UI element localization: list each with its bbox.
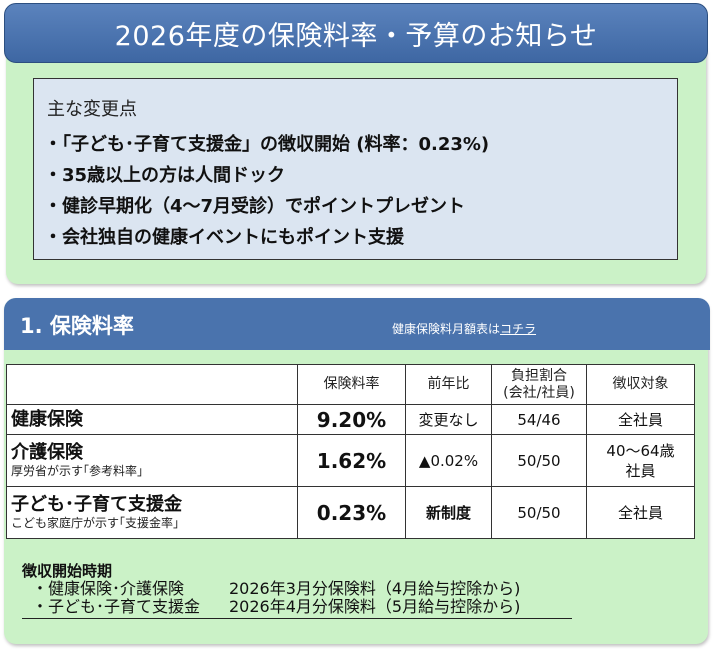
table-row: 子ども･子育て支援金 こども家庭庁が示す｢支援金率｣ 0.23% 新制度 50/…: [6, 486, 695, 539]
header-rate: 保険料率: [297, 364, 406, 405]
table-row: 健康保険 9.20% 変更なし 54/46 全社員: [6, 404, 695, 435]
target-cell: 全社員: [586, 404, 695, 435]
rate-value: 0.23%: [316, 500, 387, 525]
row-name: 健康保険: [11, 408, 83, 430]
target-cell: 40～64歳 社員: [586, 434, 695, 487]
rate-cell: 9.20%: [297, 404, 406, 435]
share-cell: 50/50: [491, 434, 587, 487]
monthly-table-link-text: 健康保険料月額表はコチラ: [392, 320, 536, 337]
header-share-label: 負担割合: [511, 367, 567, 384]
target-value: 全社員: [617, 503, 663, 522]
share-value: 54/46: [517, 410, 561, 429]
rates-section-header: 1. 保険料率 健康保険料月額表はコチラ: [4, 298, 710, 350]
rate-value: 9.20%: [316, 407, 387, 432]
rate-cell: 0.23%: [297, 486, 406, 539]
schedule-value: 2026年3月分保険料（4月給与控除から): [229, 579, 521, 598]
list-item: ・健診早期化（4～7月受診）でポイントプレゼント: [44, 196, 466, 217]
schedule-label: ・健康保険･介護保険: [32, 579, 185, 598]
prev-cell: 新制度: [405, 486, 492, 539]
page-title: 2026年度の保険料率・予算のお知らせ: [4, 3, 708, 63]
prev-cell: 変更なし: [405, 404, 492, 435]
section-title: 1. 保険料率: [20, 314, 134, 338]
target-value: 全社員: [617, 410, 663, 429]
monthly-table-link[interactable]: コチラ: [500, 322, 537, 336]
list-item: ・会社独自の健康イベントにもポイント支援: [44, 227, 404, 248]
share-value: 50/50: [517, 451, 561, 470]
link-prefix: 健康保険料月額表は: [392, 322, 501, 336]
prev-cell: ▲0.02%: [405, 434, 492, 487]
share-cell: 50/50: [491, 486, 587, 539]
schedule-row: ・子ども･子育て支援金 2026年4月分保険料（5月給与控除から): [22, 598, 572, 619]
target-value-line2: 社員: [625, 461, 656, 480]
table-header-row: 保険料率 前年比 負担割合 (会社/社員) 徴収対象: [6, 364, 695, 405]
schedule-value: 2026年4月分保険料（5月給与控除から): [229, 597, 521, 616]
schedule-heading: 徴収開始時期: [22, 562, 113, 580]
list-item: ・「子ども･子育て支援金」の徴収開始 (料率：0.23%): [44, 134, 490, 155]
row-name-cell: 介護保険 厚労省が示す｢参考料率｣: [6, 434, 298, 487]
row-name: 子ども･子育て支援金: [11, 494, 182, 515]
key-changes-heading: 主な変更点: [47, 99, 137, 120]
target-value: 40～64歳: [606, 441, 675, 460]
schedule-row: ・健康保険･介護保険 2026年3月分保険料（4月給与控除から): [22, 580, 572, 598]
share-cell: 54/46: [491, 404, 587, 435]
schedule-label: ・子ども･子育て支援金: [32, 597, 201, 616]
header-prev-year: 前年比: [405, 364, 492, 405]
prev-value: 新制度: [425, 504, 471, 522]
header-target: 徴収対象: [586, 364, 695, 405]
row-note: こども家庭庁が示す｢支援金率｣: [11, 516, 180, 530]
key-changes-list: ・「子ども･子育て支援金」の徴収開始 (料率：0.23%) ・35歳以上の方は人…: [44, 129, 489, 253]
row-name-cell: 健康保険: [6, 404, 298, 435]
key-changes-box: 主な変更点 ・「子ども･子育て支援金」の徴収開始 (料率：0.23%) ・35歳…: [33, 78, 678, 260]
target-cell: 全社員: [586, 486, 695, 539]
header-share: 負担割合 (会社/社員): [491, 364, 587, 405]
header-blank: [6, 364, 298, 405]
table-row: 介護保険 厚労省が示す｢参考料率｣ 1.62% ▲0.02% 50/50 40～…: [6, 434, 695, 487]
collection-schedule: 徴収開始時期 ・健康保険･介護保険 2026年3月分保険料（4月給与控除から) …: [22, 562, 572, 619]
row-name-cell: 子ども･子育て支援金 こども家庭庁が示す｢支援金率｣: [6, 486, 298, 539]
insurance-rate-table: 保険料率 前年比 負担割合 (会社/社員) 徴収対象 健康保険 9.20% 変更…: [6, 364, 695, 539]
prev-value: 変更なし: [418, 410, 479, 429]
rate-cell: 1.62%: [297, 434, 406, 487]
header-share-sub: (会社/社員): [503, 384, 575, 401]
row-name: 介護保険: [11, 442, 83, 463]
rate-value: 1.62%: [316, 448, 387, 473]
prev-value: ▲0.02%: [418, 451, 479, 470]
list-item: ・35歳以上の方は人間ドック: [44, 165, 286, 186]
share-value: 50/50: [517, 503, 561, 522]
row-note: 厚労省が示す｢参考料率｣: [11, 464, 144, 478]
